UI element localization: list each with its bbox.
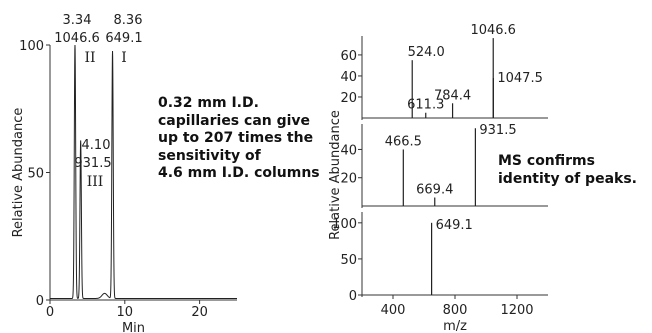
chromatogram-peak-roman-label: II <box>84 50 95 66</box>
spectrum-peak-label: 669.4 <box>416 183 453 198</box>
chromatogram-x-tick-label: 0 <box>46 305 54 320</box>
spectrum-y-tick-label: 40 <box>340 70 357 85</box>
spectrum-y-axis-label: Relative Abundance <box>328 110 343 240</box>
spectrum-peak-label: 524.0 <box>408 45 445 60</box>
chromatogram-x-tick-label: 20 <box>191 305 208 320</box>
chromatogram-y-axis-label: Relative Abundance <box>11 108 26 238</box>
spectrum-y-tick-label: 50 <box>340 253 357 268</box>
chromatogram-peak-roman-label: III <box>87 174 104 190</box>
chromatogram-peak-roman-label: I <box>121 50 127 66</box>
spectrum-peak-label: 1046.6 <box>470 23 516 38</box>
chromatogram-peak-mz-label: 931.5 <box>74 156 111 171</box>
chromatogram-peak-mz-label: 1046.6 <box>54 31 100 46</box>
chromatogram-peak-mz-label: 649.1 <box>105 31 142 46</box>
ms-confirm-note-line: MS confirms <box>498 153 595 169</box>
sensitivity-note-line: 4.6 mm I.D. columns <box>158 165 320 181</box>
spectrum-peak-label: 611.3 <box>407 98 444 113</box>
spectrum-x-tick-label: 800 <box>443 303 468 318</box>
chromatogram-peak-rt-label: 3.34 <box>63 13 92 28</box>
sensitivity-note-line: capillaries can give <box>158 112 311 129</box>
sensitivity-note-line: sensitivity of <box>158 147 261 164</box>
spectrum-x-tick-label: 400 <box>381 303 406 318</box>
chromatogram-x-axis-label: Min <box>122 321 145 333</box>
spectrum-x-axis-label: m/z <box>443 319 467 333</box>
spectrum-peak-label: 649.1 <box>436 218 473 233</box>
sensitivity-note: 0.32 mm I.D. capillaries can give up to … <box>158 95 320 183</box>
sensitivity-note-line: 0.32 mm I.D. <box>158 95 259 111</box>
spectrum-y-tick-label: 100 <box>332 217 357 232</box>
chromatogram-peak-rt-label: 4.10 <box>82 138 111 153</box>
spectrum-y-tick-label: 40 <box>340 143 357 158</box>
chromatogram-y-tick-label: 0 <box>36 294 44 309</box>
chromatogram-y-tick-label: 100 <box>19 39 44 54</box>
spectrum-peak-label: 1047.5 <box>497 71 543 86</box>
ms-confirm-note: MS confirms identity of peaks. <box>498 153 637 188</box>
chromatogram-trace <box>50 44 237 299</box>
chromatogram-x-tick-label: 10 <box>117 305 134 320</box>
spectrum-peak-label: 931.5 <box>479 123 516 138</box>
spectrum-y-tick-label: 0 <box>349 289 357 304</box>
sensitivity-note-line: up to 207 times the <box>158 130 314 146</box>
spectrum-y-tick-label: 60 <box>340 49 357 64</box>
spectrum-x-tick-label: 1200 <box>500 303 533 318</box>
chromatogram-peak-rt-label: 8.36 <box>114 13 143 28</box>
spectrum-peak-label: 466.5 <box>385 134 422 149</box>
chromatogram-y-tick-label: 50 <box>27 167 44 182</box>
spectrum-y-tick-label: 20 <box>340 172 357 187</box>
ms-confirm-note-line: identity of peaks. <box>498 170 637 187</box>
spectrum-y-tick-label: 20 <box>340 91 357 106</box>
spectrum-peak-label: 784.4 <box>434 88 471 103</box>
